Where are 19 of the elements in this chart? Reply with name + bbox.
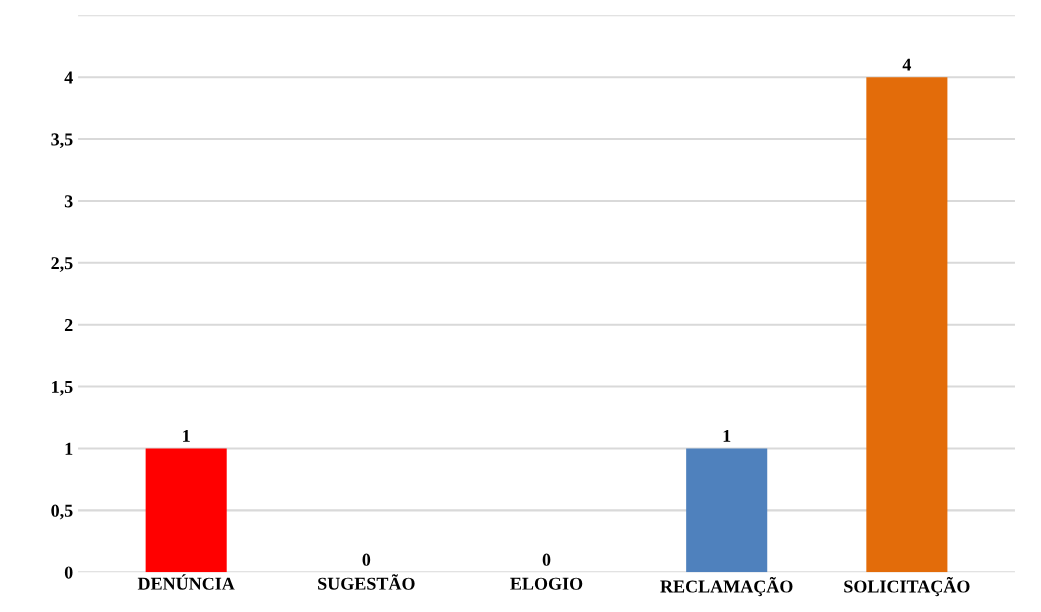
y-tick-label: 1,5	[52, 380, 73, 396]
y-tick-label: 3,5	[51, 133, 73, 149]
data-label: 1	[723, 429, 731, 442]
y-tick-label: 2	[64, 319, 73, 331]
data-label: 1	[183, 429, 190, 442]
x-tick-label: RECLAMAÇÃO	[660, 576, 793, 597]
data-label: 0	[362, 553, 371, 566]
y-tick-label: 3	[64, 195, 73, 208]
y-tick-label: 1	[65, 442, 73, 455]
y-tick-label: 0,5	[51, 504, 73, 520]
x-tick-label: ELOGIO	[510, 577, 583, 590]
x-tick-label: DENÚNCIA	[137, 574, 235, 590]
x-tick-label: SOLICITAÇÃO	[844, 576, 970, 597]
data-label: 4	[902, 58, 912, 71]
y-tick-label: 0	[64, 566, 73, 579]
y-tick-label: 4	[64, 71, 73, 84]
x-tick-label: SUGESTÃO	[318, 574, 415, 590]
data-label: 0	[542, 553, 551, 566]
y-tick-label: 2,5	[51, 257, 73, 272]
